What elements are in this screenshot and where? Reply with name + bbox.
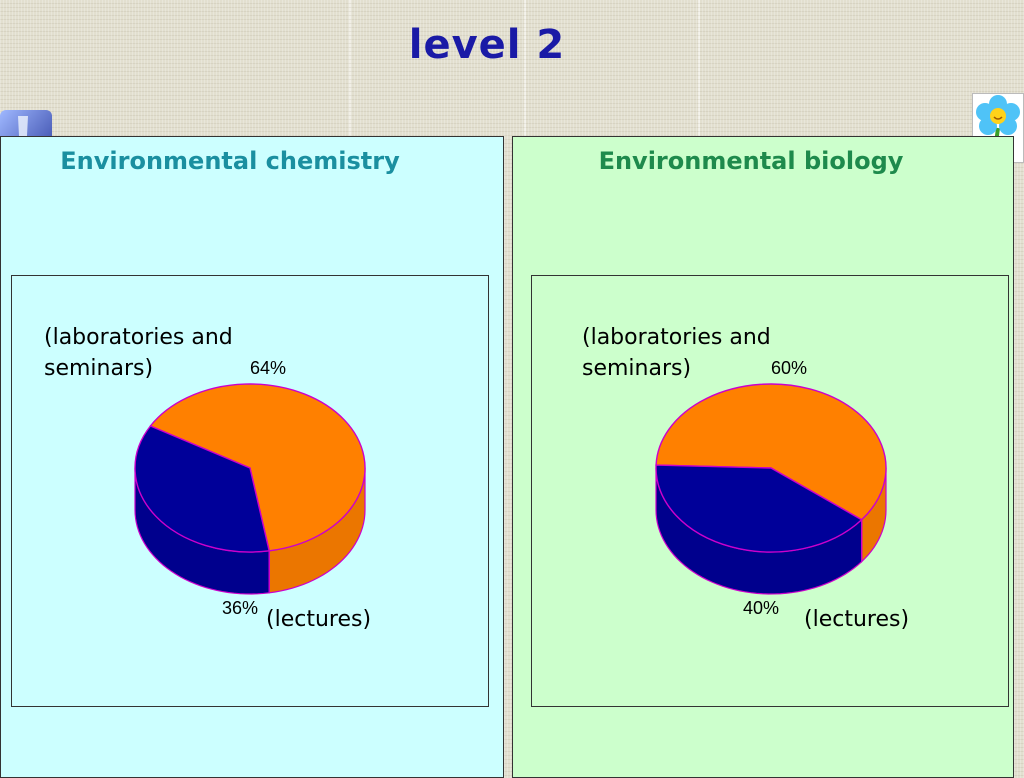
category-label-labs: (laboratories and seminars)	[44, 325, 233, 381]
pie-slice-1	[655, 464, 863, 553]
pie-chart-chemistry: 64% 36% (laboratories and seminars) (lect…	[11, 275, 489, 707]
value-label-1: 40%	[743, 598, 779, 618]
pie-slice-0	[655, 383, 887, 521]
pie-chart-biology: 60% 40% (laboratories and seminars) (lect…	[531, 275, 1009, 707]
panel-heading: Environmental chemistry	[60, 147, 400, 175]
category-label-lectures: (lectures)	[266, 607, 372, 632]
value-label-1: 36%	[222, 598, 258, 618]
value-label-0: 60%	[771, 358, 807, 378]
panel-environmental-chemistry: Environmental chemistry 64% 36% (laborato…	[0, 136, 504, 778]
value-label-0: 64%	[250, 358, 286, 378]
panel-environmental-biology: Environmental biology 60% 40% (laboratori…	[512, 136, 1014, 778]
page-title: level 2	[408, 22, 566, 68]
pie-slice-0	[149, 383, 366, 552]
category-label-labs: (laboratories and seminars)	[582, 325, 771, 381]
panel-heading: Environmental biology	[598, 147, 904, 175]
pie-slice-1	[134, 425, 271, 553]
category-label-lectures: (lectures)	[804, 607, 910, 632]
